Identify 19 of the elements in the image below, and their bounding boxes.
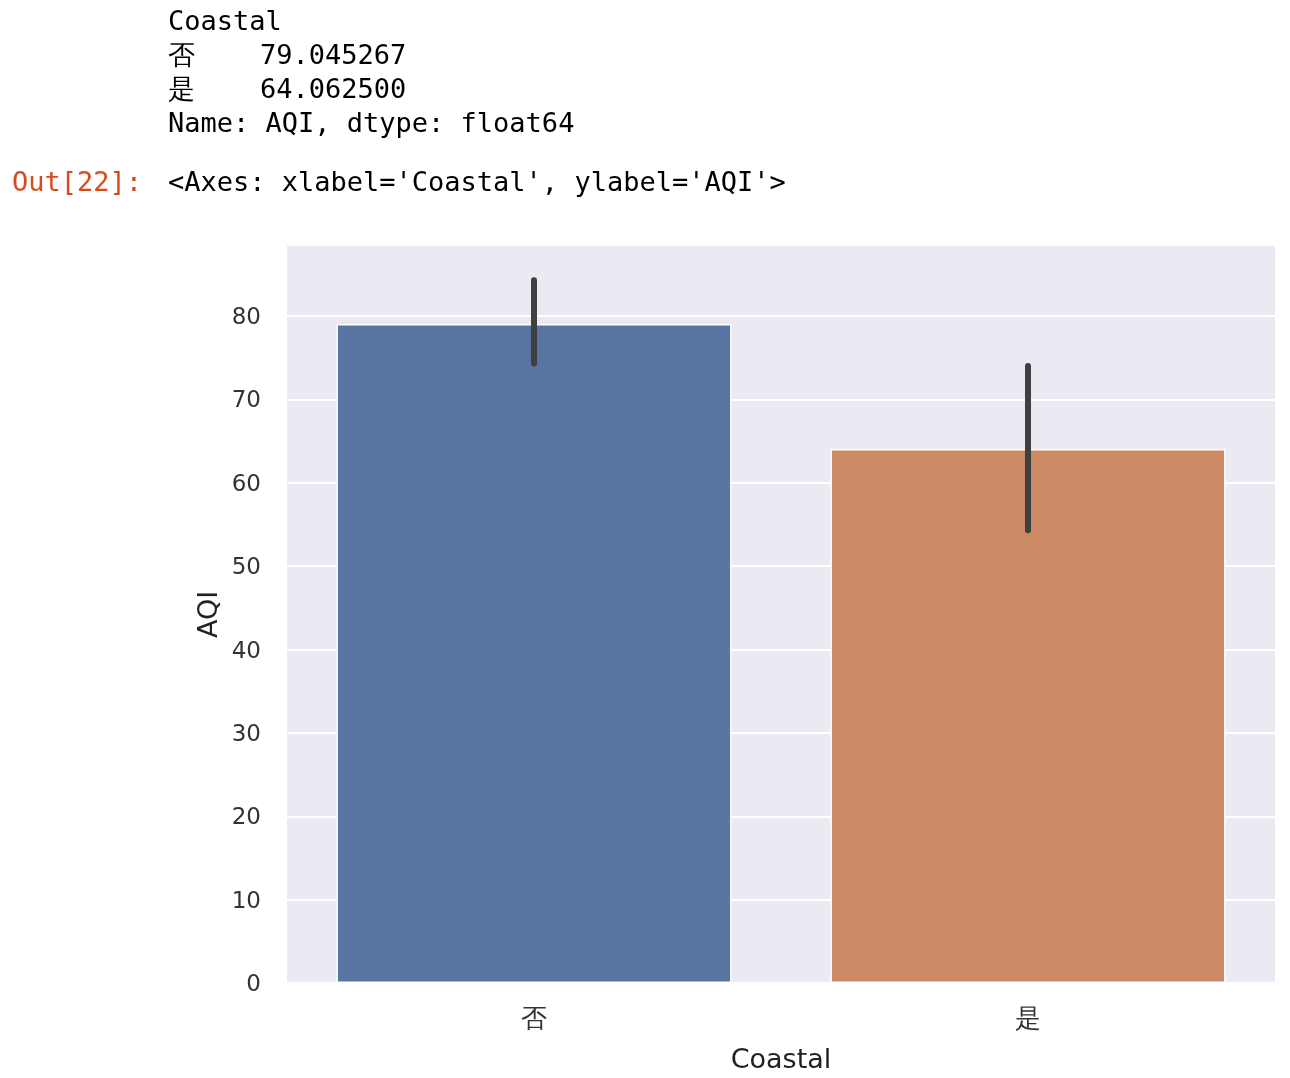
y-tick-label: 60 [231, 469, 261, 496]
y-tick-label: 50 [231, 553, 261, 580]
y-tick-label: 70 [231, 386, 261, 413]
y-tick-label: 40 [231, 636, 261, 663]
y-tick-label: 0 [246, 970, 261, 996]
x-tick-label: 否 [521, 1003, 547, 1033]
text: Name: AQI, dtype: float64 [168, 106, 575, 140]
text: <Axes: xlabel='Coastal', ylabel='AQI'> [168, 165, 786, 199]
text: Coastal [168, 4, 282, 38]
y-tick-label: 30 [231, 719, 261, 746]
text: 否 79.045267 [168, 38, 407, 72]
y-tick-label: 20 [231, 803, 261, 830]
y-tick-label: 10 [231, 886, 261, 913]
y-tick-label: 80 [231, 303, 261, 330]
x-axis-title: Coastal [730, 1043, 832, 1074]
x-tick-label: 是 [1015, 1003, 1041, 1033]
y-axis-title: AQI [191, 590, 223, 639]
text: 是 64.062500 [168, 72, 407, 106]
text: Out[22]: [12, 165, 143, 199]
